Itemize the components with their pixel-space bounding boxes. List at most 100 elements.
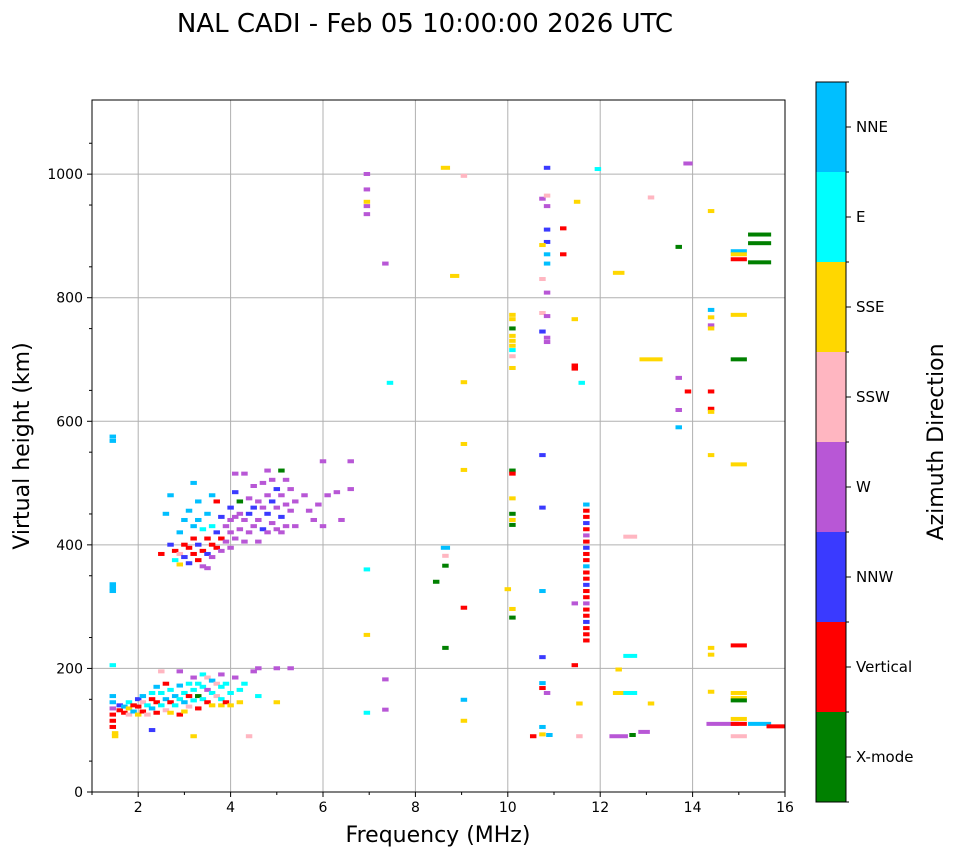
data-point-w — [675, 408, 682, 413]
data-point-sse — [460, 718, 468, 723]
data-point-nne — [543, 261, 551, 266]
data-point-sse — [440, 165, 451, 170]
data-point-w — [245, 496, 253, 501]
data-point-vertical — [583, 626, 590, 631]
data-point-vertical — [109, 712, 117, 717]
data-point-ssw — [139, 700, 147, 705]
data-point-e — [190, 698, 197, 703]
data-point-w — [218, 672, 225, 677]
data-point-nnw — [181, 555, 188, 560]
data-point-w — [231, 514, 239, 519]
data-point-w — [347, 487, 354, 492]
data-point-w — [204, 566, 211, 571]
data-point-vertical — [730, 257, 747, 262]
data-point-vertical — [213, 545, 220, 550]
data-point-sse — [707, 409, 715, 414]
data-point-vertical — [583, 508, 590, 513]
data-point-nne — [190, 480, 197, 485]
data-point-ssw — [442, 553, 449, 558]
data-point-x-mode — [509, 615, 516, 620]
data-point-vertical — [213, 499, 220, 504]
data-point-sse — [509, 333, 516, 338]
data-point-nnw — [583, 545, 590, 550]
data-point-vertical — [121, 710, 128, 715]
data-point-ssw — [460, 173, 468, 178]
data-point-nnw — [583, 521, 590, 526]
data-point-ssw — [185, 704, 193, 709]
colorbar-label-nnw: NNW — [856, 568, 893, 586]
data-point-nnw — [250, 505, 257, 510]
colorbar-frame — [815, 81, 847, 803]
x-tick-label: 2 — [134, 800, 143, 816]
data-point-vertical — [181, 542, 188, 547]
data-point-vertical — [707, 389, 715, 394]
data-point-nne — [181, 517, 188, 522]
data-point-sse — [504, 587, 512, 592]
data-point-ssw — [539, 310, 546, 315]
data-point-w — [609, 734, 628, 739]
data-point-e — [386, 380, 394, 385]
data-point-vertical — [218, 536, 225, 541]
data-point-nne — [171, 694, 179, 699]
data-point-x-mode — [509, 468, 516, 473]
data-point-e — [167, 687, 174, 692]
data-point-sse — [571, 317, 579, 322]
colorbar-segment-ssw — [816, 352, 846, 442]
data-point-w — [250, 669, 257, 674]
plot-frame — [91, 99, 786, 793]
data-point-w — [255, 517, 262, 522]
data-point-nne — [162, 697, 170, 702]
data-point-nne — [109, 582, 117, 587]
data-point-e — [190, 687, 197, 692]
data-point-sse — [236, 700, 244, 705]
data-point-w — [292, 499, 299, 504]
data-point-nne — [167, 493, 174, 498]
data-point-vertical — [730, 643, 747, 648]
data-point-nnw — [134, 697, 142, 702]
colorbar: X-mode Vertical NNW W SSW SSE E NNE — [815, 81, 913, 803]
data-point-w — [236, 527, 244, 532]
data-point-nne — [162, 511, 170, 516]
data-point-x-mode — [629, 732, 636, 737]
data-point-nne — [139, 694, 147, 699]
data-point-vertical — [153, 710, 160, 715]
data-point-sse — [539, 243, 546, 248]
data-point-vertical — [571, 366, 579, 371]
data-point-w — [231, 471, 239, 476]
data-point-nne — [109, 700, 117, 705]
data-point-w — [675, 375, 682, 380]
data-point-e — [199, 697, 207, 702]
data-point-nnw — [539, 505, 546, 510]
x-tick-label: 12 — [591, 800, 609, 816]
data-point-x-mode — [432, 579, 440, 584]
data-point-vertical — [208, 542, 216, 547]
colorbar-label-e: E — [856, 208, 865, 226]
data-point-nne — [109, 438, 117, 443]
data-point-w — [264, 493, 271, 498]
data-point-sse — [176, 562, 184, 567]
data-point-sse — [707, 453, 715, 458]
data-points — [109, 161, 785, 739]
data-point-vertical — [539, 686, 546, 691]
data-point-sse — [573, 199, 581, 204]
data-point-vertical — [560, 252, 567, 257]
data-point-e — [208, 690, 216, 695]
colorbar-segment-x-mode — [816, 712, 846, 802]
data-point-w — [315, 502, 322, 507]
data-point-e — [227, 690, 234, 695]
data-point-w — [319, 459, 327, 464]
data-point-nne — [208, 678, 216, 683]
data-point-w — [176, 669, 184, 674]
y-tick-label: 400 — [56, 538, 83, 554]
data-point-vertical — [204, 700, 211, 705]
data-point-w — [227, 517, 234, 522]
x-tick-label: 4 — [226, 800, 235, 816]
data-point-vertical — [529, 734, 537, 739]
data-point-sse — [509, 317, 516, 322]
data-point-w — [255, 666, 262, 671]
x-axis-label: Frequency (MHz) — [346, 823, 531, 848]
data-point-nnw — [273, 487, 281, 492]
data-point-nnw — [268, 499, 276, 504]
data-point-nnw — [543, 227, 551, 232]
